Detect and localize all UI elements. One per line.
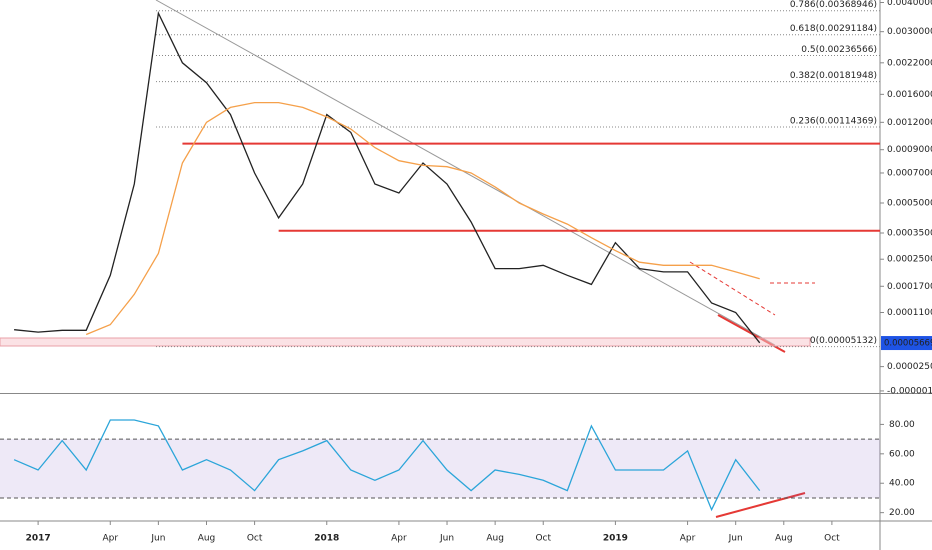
x-tick-label: Oct — [824, 534, 840, 544]
rsi-pane — [0, 419, 880, 512]
x-tick-label: 2017 — [26, 534, 51, 544]
y-tick-label: 0.00070000 — [887, 168, 932, 178]
y-tick-label: 60.00 — [889, 449, 915, 459]
x-tick-label: Oct — [247, 534, 263, 544]
y-tick-label: 0.00035000 — [887, 228, 932, 238]
y-tick-label: 0.00400000 — [887, 0, 932, 8]
y-tick-label: 0.00090000 — [887, 145, 932, 155]
trend-line — [689, 261, 776, 316]
x-tick-label: Apr — [680, 534, 696, 544]
y-tick-label: 0.00050000 — [887, 198, 932, 208]
support-zone — [0, 337, 811, 347]
series-line — [13, 419, 761, 512]
y-tick-label: 0.00160000 — [887, 90, 932, 100]
series-line — [85, 101, 760, 336]
y-tick-label: 0.00300000 — [887, 27, 932, 37]
x-tick-label: Apr — [391, 534, 407, 544]
x-tick-label: Aug — [775, 534, 793, 544]
y-tick-label: 0.00220000 — [887, 58, 932, 68]
x-tick-label: Aug — [198, 534, 216, 544]
y-tick-label: 0.00120000 — [887, 118, 932, 128]
last-price-box — [881, 336, 932, 351]
x-tick-label: Jun — [439, 534, 454, 544]
last-price-label: 0.00005669 — [884, 339, 932, 349]
y-tick-label: 0.00011000 — [887, 308, 932, 318]
y-tick-label: 0.00025000 — [887, 255, 932, 265]
x-tick-label: Aug — [486, 534, 504, 544]
x-tick-label: Oct — [535, 534, 551, 544]
drawings — [0, 0, 815, 353]
fib-label: 0.382(0.00181948) — [790, 71, 877, 81]
y-tick-label: -0.00000100 — [887, 386, 932, 396]
trend-line — [715, 492, 806, 518]
y-tick-label: 40.00 — [889, 479, 915, 489]
trend-line — [155, 0, 776, 346]
y-tick-label: 20.00 — [889, 508, 915, 518]
rsi-drawings — [715, 492, 806, 518]
fib-label: 0.618(0.00291184) — [790, 24, 877, 34]
y-tick-label: 0.00017000 — [887, 282, 932, 292]
y-tick-label: 0.00002500 — [887, 362, 932, 372]
y-tick-label: 80.00 — [889, 420, 915, 430]
x-tick-label: Jun — [728, 534, 743, 544]
x-tick-label: 2018 — [314, 534, 339, 544]
x-tick-label: Apr — [102, 534, 118, 544]
x-tick-label: 2019 — [603, 534, 628, 544]
fib-label: 0(0.00005132) — [810, 336, 877, 346]
fib-label: 0.786(0.00368946) — [790, 0, 877, 10]
x-tick-label: Jun — [150, 534, 165, 544]
rsi-band — [0, 439, 880, 498]
series-line — [14, 10, 761, 344]
price-pane — [14, 10, 880, 348]
fib-label: 0.5(0.00236566) — [801, 45, 877, 55]
fib-label: 0.236(0.00114369) — [790, 116, 877, 126]
